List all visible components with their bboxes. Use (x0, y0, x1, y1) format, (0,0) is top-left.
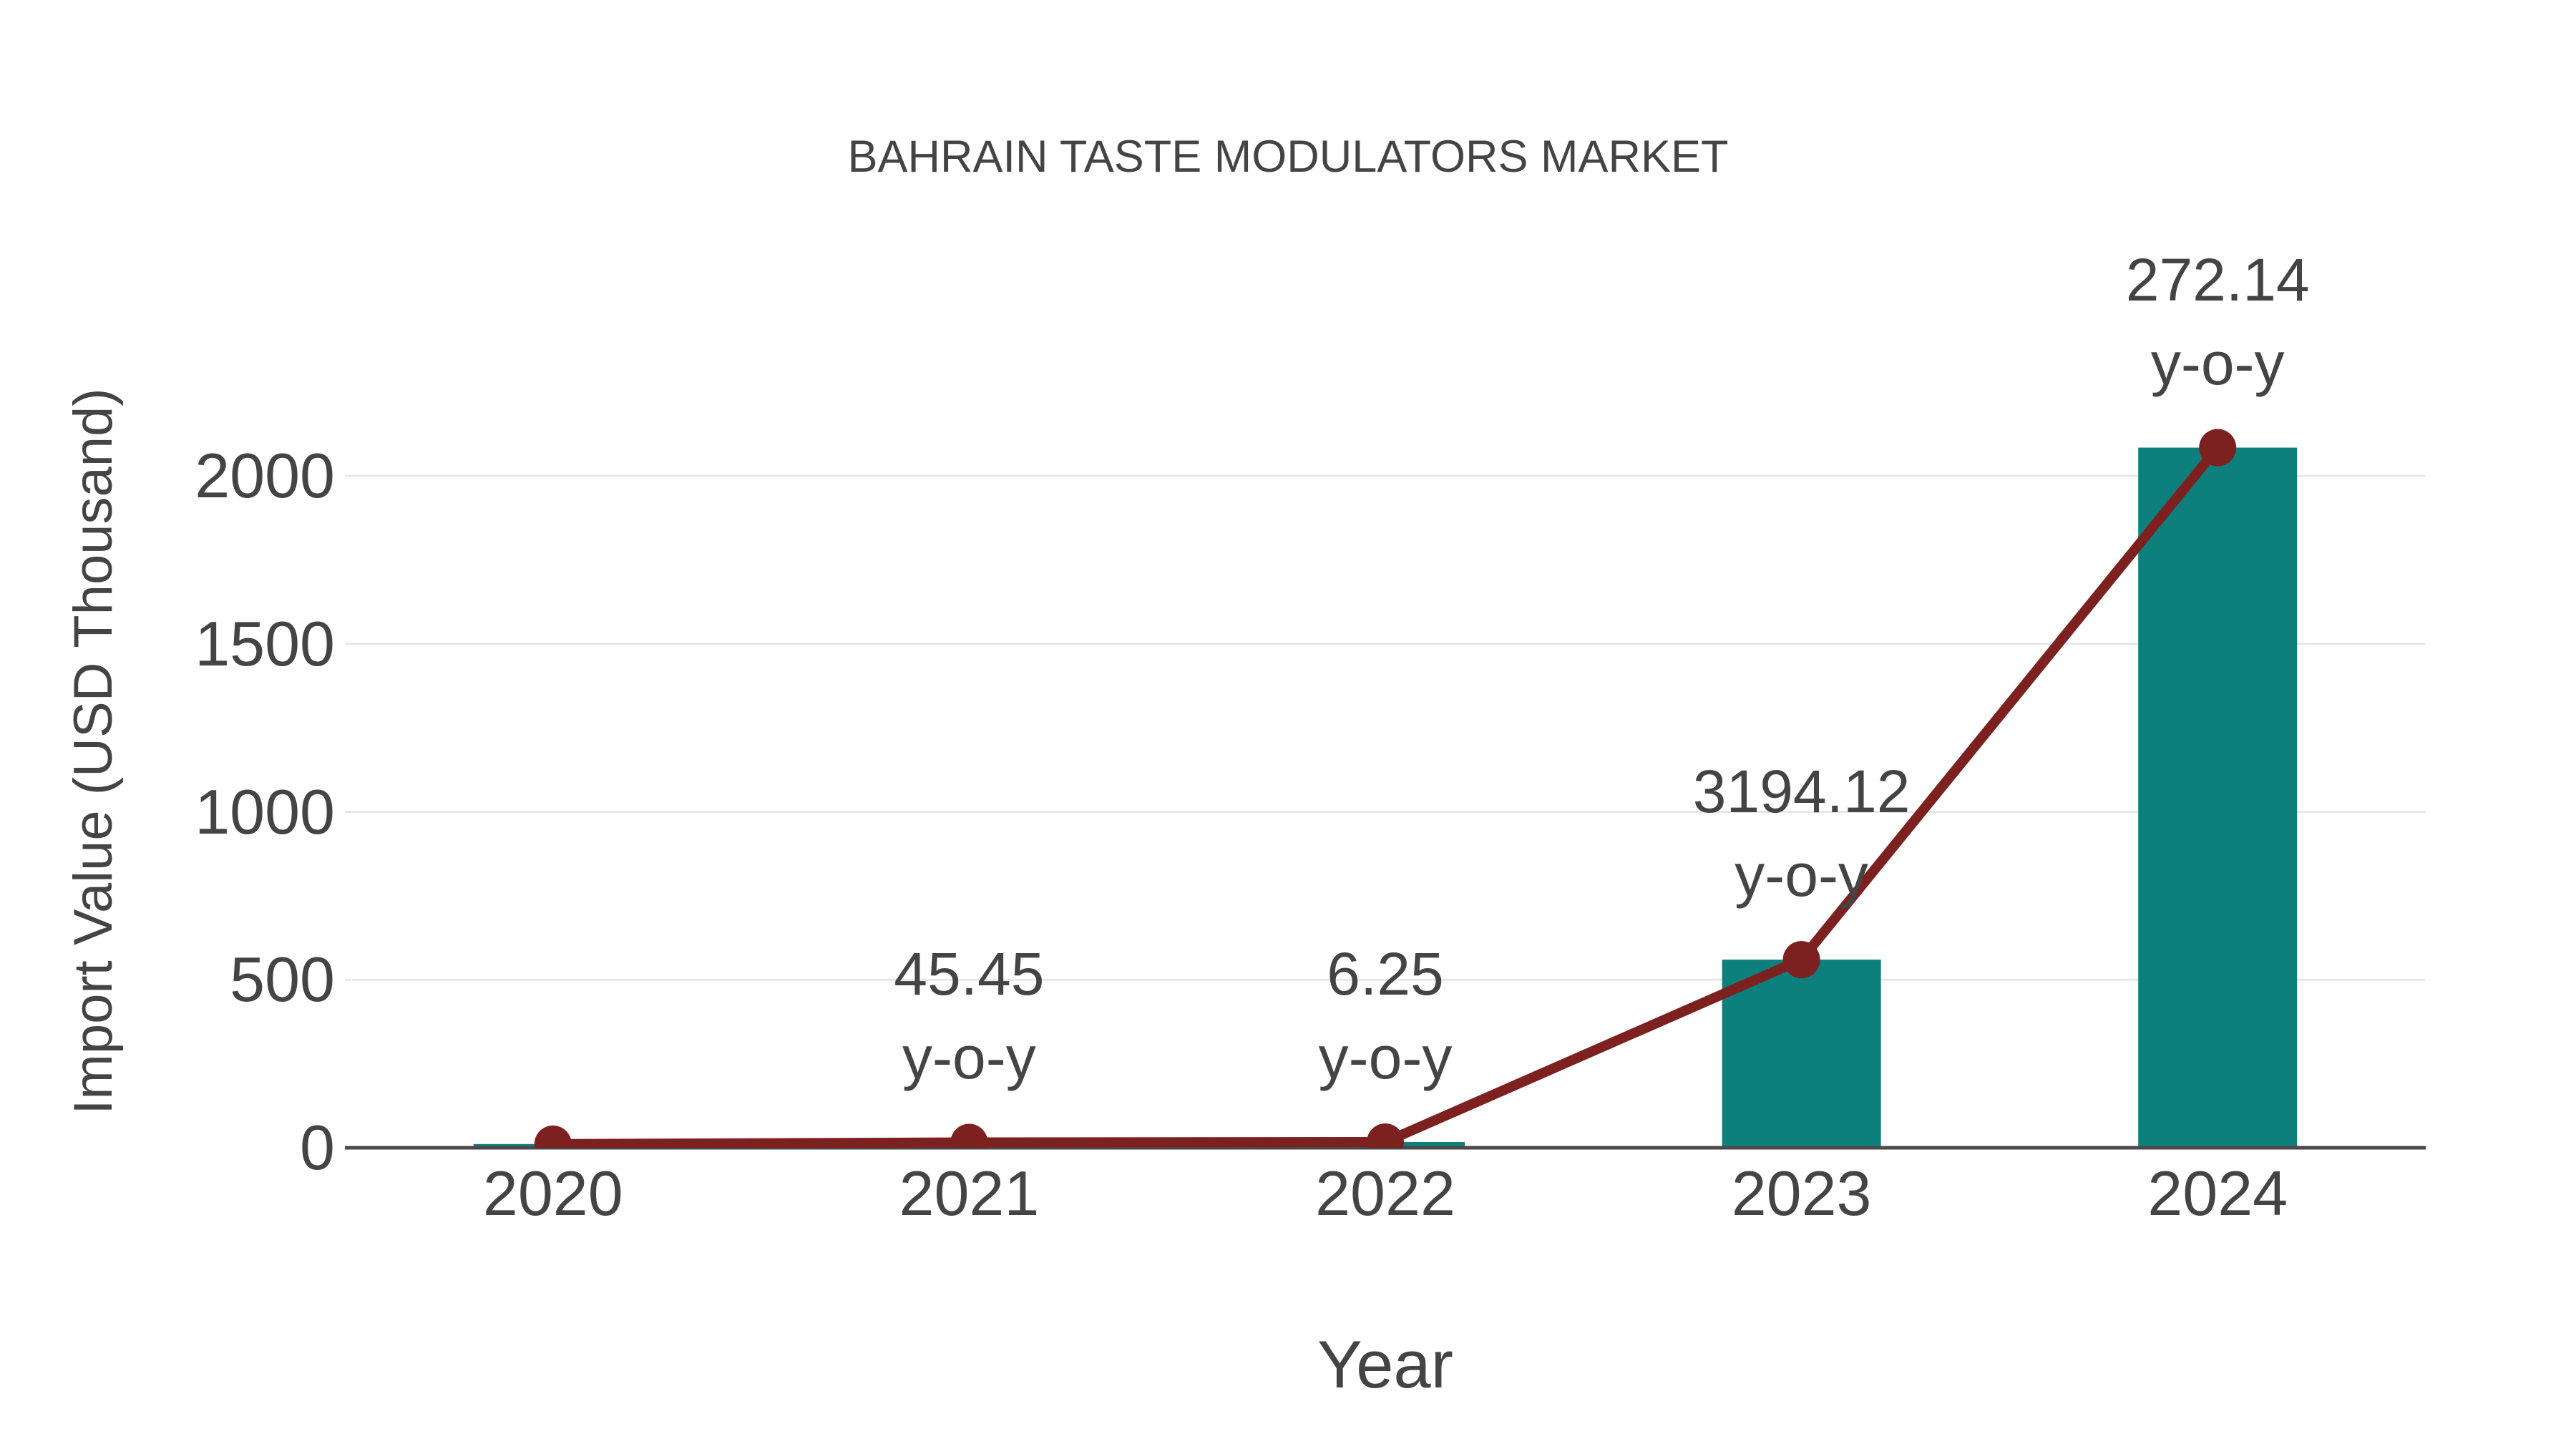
data-point-marker (1782, 941, 1820, 979)
bar (2138, 447, 2298, 1148)
data-point-marker (2199, 429, 2237, 467)
data-point-marker (1367, 1123, 1404, 1148)
data-point-marker (950, 1123, 988, 1148)
trend-line (552, 444, 2222, 1148)
bar (1722, 960, 1881, 1148)
chart-title: BAHRAIN TASTE MODULATORS MARKET (847, 132, 1729, 182)
x-axis-title: Year (1317, 1327, 1453, 1402)
data-point-marker (534, 1125, 572, 1148)
